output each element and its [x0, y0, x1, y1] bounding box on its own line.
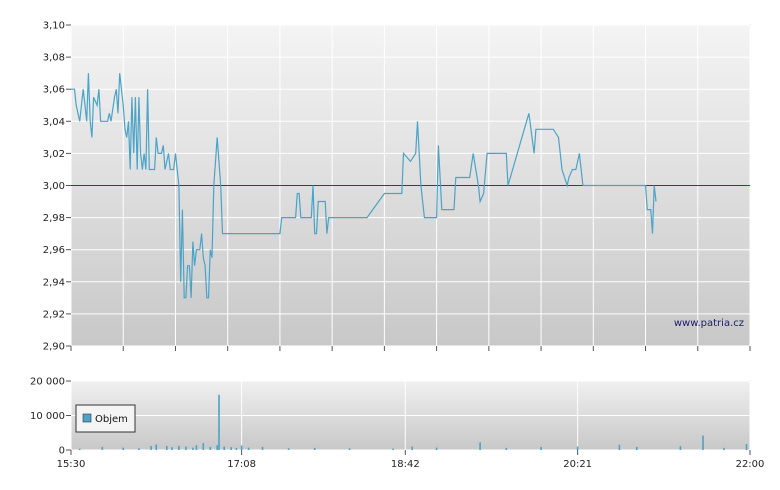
volume-bar [185, 446, 187, 450]
volume-x-tick-label: 18:42 [391, 459, 420, 470]
price-y-tick-label: 3,08 [43, 53, 65, 64]
volume-bar [505, 447, 508, 450]
volume-y-axis: 0 10 000 20 000 [30, 377, 71, 457]
price-y-tick-label: 3,04 [43, 117, 65, 128]
volume-y-tick-label: 10 000 [30, 411, 65, 422]
volume-bar [223, 446, 225, 450]
volume-bar [261, 446, 264, 450]
volume-bar [618, 444, 621, 450]
price-y-tick-label: 2,98 [43, 213, 65, 224]
volume-bar [287, 448, 290, 450]
volume-bar [435, 447, 438, 450]
price-y-tick-label: 2,96 [43, 245, 65, 256]
volume-bar [313, 447, 316, 450]
watermark: www.patria.cz [674, 318, 744, 329]
volume-bar [171, 447, 173, 450]
volume-bar [101, 446, 104, 450]
volume-bar [202, 443, 205, 450]
volume-x-tick-label: 17:08 [227, 459, 256, 470]
volume-bar [138, 448, 140, 450]
price-y-axis: 2,90 2,92 2,94 2,96 2,98 3,00 3,02 3,04 3,06 3,08… [43, 21, 71, 353]
volume-bar [150, 445, 152, 450]
volume-x-tick-label: 15:30 [57, 459, 86, 470]
price-panel: 2,90 2,92 2,94 2,96 2,98 3,00 3,02 3,04 3,06 3,08… [43, 21, 751, 353]
price-y-tick-label: 2,90 [43, 342, 65, 353]
volume-bar [195, 445, 198, 450]
price-y-tick-label: 3,10 [43, 21, 65, 32]
volume-bar [178, 445, 180, 450]
price-y-tick-label: 3,06 [43, 85, 65, 96]
price-x-axis [70, 346, 751, 351]
volume-bar [240, 445, 243, 450]
volume-x-tick-label: 20:21 [563, 459, 592, 470]
volume-bar [392, 448, 394, 450]
volume-bar [78, 448, 81, 450]
price-line [71, 73, 657, 299]
volume-bar [166, 445, 168, 450]
volume-bar [576, 446, 579, 450]
volume-bar [479, 442, 481, 450]
price-y-tick-label: 3,02 [43, 149, 65, 160]
volume-bar [247, 447, 250, 450]
volume-bar [230, 447, 232, 450]
volume-bar [209, 446, 212, 450]
volume-bar [679, 446, 682, 450]
volume-bar [218, 394, 220, 450]
legend-label: Objem [95, 414, 128, 425]
volume-x-axis: 15:30 17:08 18:42 20:21 22:00 [57, 450, 765, 470]
volume-x-tick-label: 22:00 [736, 459, 765, 470]
price-y-tick-label: 2,92 [43, 309, 65, 320]
volume-bar [348, 448, 351, 450]
price-y-tick-label: 2,94 [43, 277, 65, 288]
volume-bar [216, 445, 218, 450]
volume-legend: Objem [75, 404, 136, 433]
volume-bar [192, 447, 194, 450]
legend-swatch [82, 413, 92, 423]
volume-bar [702, 435, 704, 450]
volume-bar [636, 446, 638, 450]
price-y-tick-label: 3,00 [43, 181, 65, 192]
volume-bar [235, 447, 238, 450]
volume-y-tick-label: 20 000 [30, 377, 65, 388]
volume-bar [411, 446, 413, 450]
volume-y-tick-label: 0 [59, 446, 65, 457]
volume-bars [78, 394, 748, 450]
volume-bar [745, 444, 748, 450]
volume-bar [155, 444, 158, 450]
volume-bar [122, 447, 124, 450]
volume-bar [540, 446, 542, 450]
volume-bar [723, 447, 725, 450]
